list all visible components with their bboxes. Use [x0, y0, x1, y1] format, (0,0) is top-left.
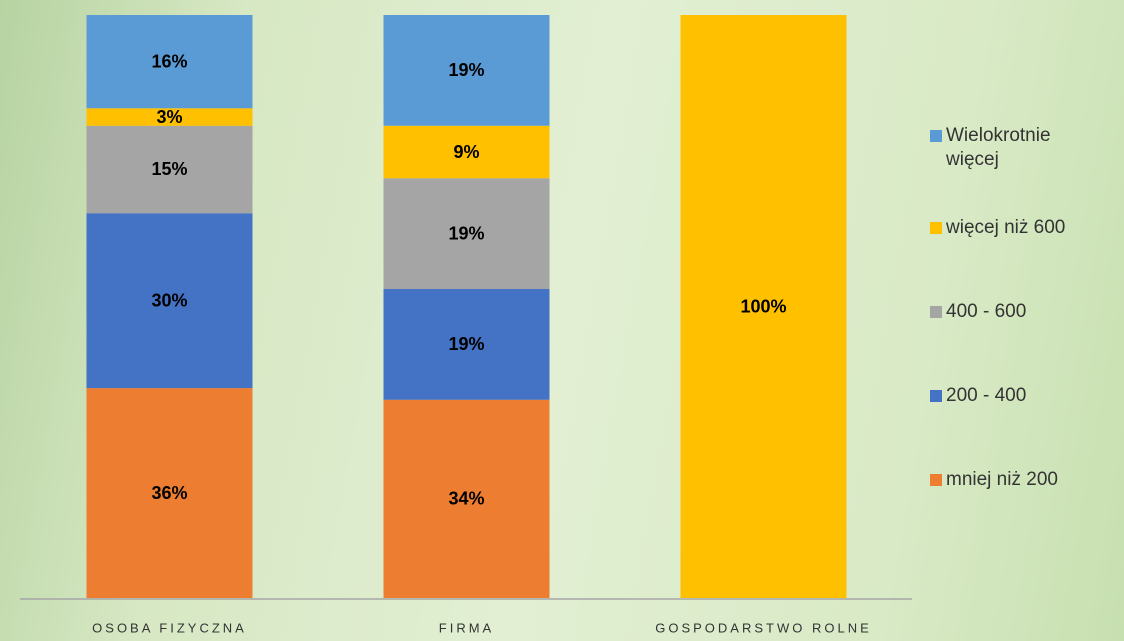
- legend-label: Wielokrotnie więcej: [946, 125, 1051, 170]
- x-tick-label: OSOBA FIZYCZNA: [92, 620, 247, 635]
- bar-segment: [86, 388, 253, 598]
- legend-label: więcej niż 600: [946, 217, 1066, 238]
- data-label: 19%: [448, 223, 484, 243]
- bar-segment: [383, 178, 550, 290]
- data-label: 30%: [151, 290, 187, 310]
- data-label: 15%: [151, 159, 187, 179]
- data-label: 34%: [448, 489, 484, 509]
- legend-swatch: [930, 130, 942, 142]
- legend-swatch: [930, 222, 942, 234]
- legend-item: więcej niż 600: [930, 216, 1106, 240]
- data-label: 9%: [453, 142, 479, 162]
- legend-item: 200 - 400: [930, 384, 1106, 408]
- legend-item: Wielokrotnie więcej: [930, 124, 1076, 172]
- bar-segment: [86, 108, 253, 126]
- legend-swatch: [930, 390, 942, 402]
- bar-segment: [383, 125, 550, 179]
- legend-label: mniej niż 200: [946, 469, 1058, 490]
- legend-item: 400 - 600: [930, 300, 1106, 324]
- data-label: 36%: [151, 483, 187, 503]
- data-label: 100%: [740, 296, 786, 316]
- bar-segment: [680, 15, 847, 598]
- data-label: 3%: [156, 107, 182, 127]
- bar-segment: [86, 125, 253, 214]
- data-label: 19%: [448, 334, 484, 354]
- bar-segment: [383, 15, 550, 126]
- legend-swatch: [930, 474, 942, 486]
- legend-item: mniej niż 200: [930, 468, 1106, 492]
- legend-label: 400 - 600: [946, 301, 1027, 322]
- bar-segment: [383, 289, 550, 400]
- legend-swatch: [930, 306, 942, 318]
- bar-segment: [86, 213, 253, 389]
- x-tick-label: GOSPODARSTWO ROLNE: [655, 620, 872, 635]
- bar-segment: [383, 399, 550, 598]
- legend: Wielokrotnie więcej więcej niż 600 400 - 6…: [930, 0, 1120, 641]
- bar-segment: [86, 15, 253, 109]
- legend-label: 200 - 400: [946, 385, 1027, 406]
- x-tick-label: FIRMA: [439, 620, 494, 635]
- data-label: 19%: [448, 60, 484, 80]
- data-label: 16%: [151, 51, 187, 71]
